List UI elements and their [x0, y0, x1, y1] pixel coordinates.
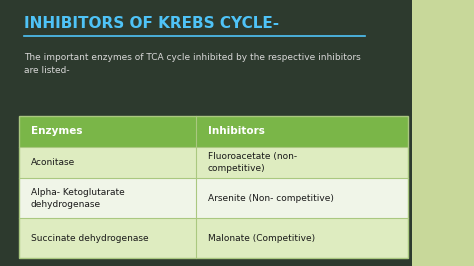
Text: INHIBITORS OF KREBS CYCLE-: INHIBITORS OF KREBS CYCLE- [24, 16, 279, 31]
Text: The important enzymes of TCA cycle inhibited by the respective inhibitors
are li: The important enzymes of TCA cycle inhib… [24, 53, 360, 75]
Text: Arsenite (Non- competitive): Arsenite (Non- competitive) [208, 194, 334, 203]
Text: Inhibitors: Inhibitors [208, 126, 264, 136]
Text: Aconitase: Aconitase [31, 158, 75, 167]
FancyBboxPatch shape [19, 147, 408, 178]
Text: Succinate dehydrogenase: Succinate dehydrogenase [31, 234, 148, 243]
Text: Alpha- Ketoglutarate
dehydrogenase: Alpha- Ketoglutarate dehydrogenase [31, 188, 125, 209]
Text: Enzymes: Enzymes [31, 126, 82, 136]
Text: Fluoroacetate (non-
competitive): Fluoroacetate (non- competitive) [208, 152, 297, 173]
FancyBboxPatch shape [19, 178, 408, 218]
Text: Malonate (Competitive): Malonate (Competitive) [208, 234, 315, 243]
FancyBboxPatch shape [19, 218, 408, 258]
FancyBboxPatch shape [412, 0, 474, 266]
FancyBboxPatch shape [19, 116, 408, 147]
